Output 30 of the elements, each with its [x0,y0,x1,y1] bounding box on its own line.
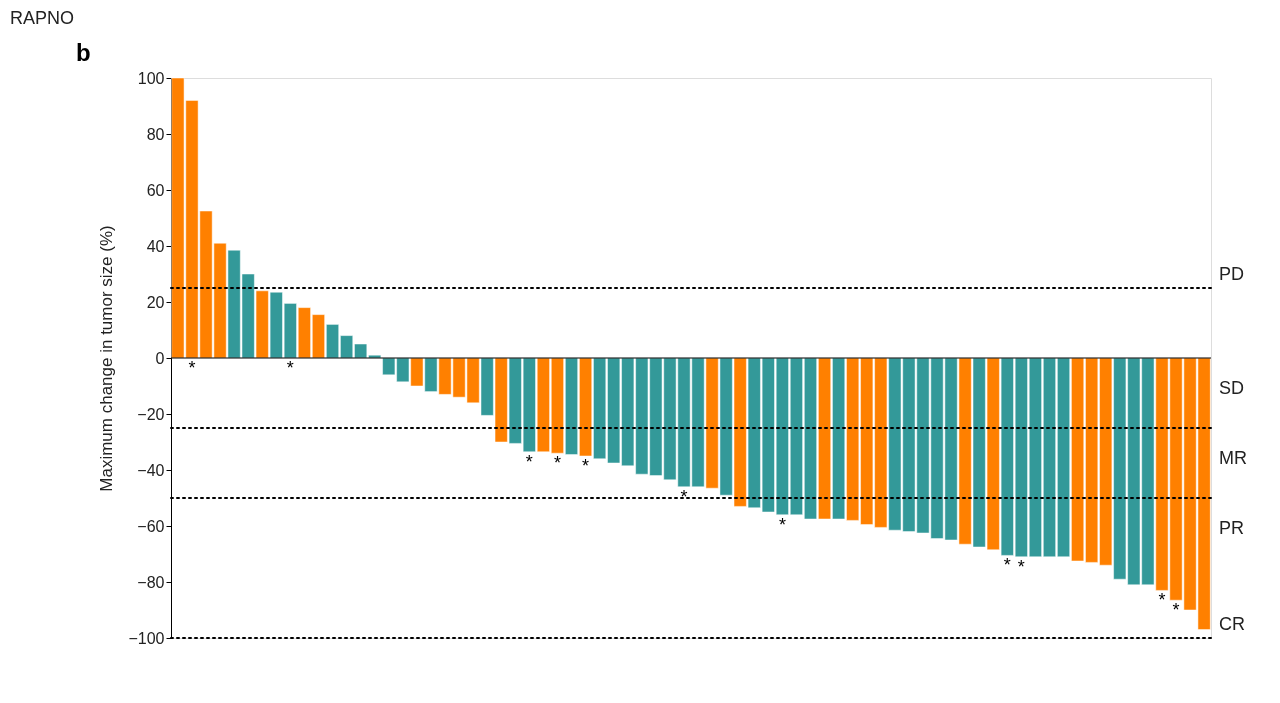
data-label: * [1003,555,1011,576]
data-label: * [286,358,294,378]
y-tick-label: 100 [137,69,165,87]
y-tick-label: −60 [137,517,165,535]
ref-line-label: MR [1219,448,1247,468]
data-label: * [1172,600,1180,621]
data-label: * [553,453,561,474]
data-label: * [778,514,786,535]
y-tick-label: 0 [155,349,165,367]
y-axis-title: Maximum change in tumor size (%) [97,225,117,492]
y-tick-label: 20 [146,293,165,311]
y-tick-label: −20 [137,405,165,423]
data-label: * [1017,556,1025,577]
ref-line-label: SD [1219,378,1245,398]
chart-title: RAPNO [10,8,75,28]
y-tick-label: 40 [146,237,165,255]
ref-line-label: PR [1219,518,1245,538]
ref-line-label: PD [1219,264,1245,284]
data-label: * [1158,590,1166,611]
data-label: * [680,486,688,507]
y-tick-label: −80 [137,573,165,591]
data-label: * [525,451,533,472]
y-tick-label: 80 [146,125,165,143]
data-label: * [582,456,590,476]
y-tick-label: 60 [146,181,165,199]
y-tick-label: −40 [137,461,165,479]
y-tick-label: −100 [128,629,165,647]
ref-line-label: CR [1219,614,1245,634]
text: b [76,39,91,66]
data-label: * [188,358,196,378]
